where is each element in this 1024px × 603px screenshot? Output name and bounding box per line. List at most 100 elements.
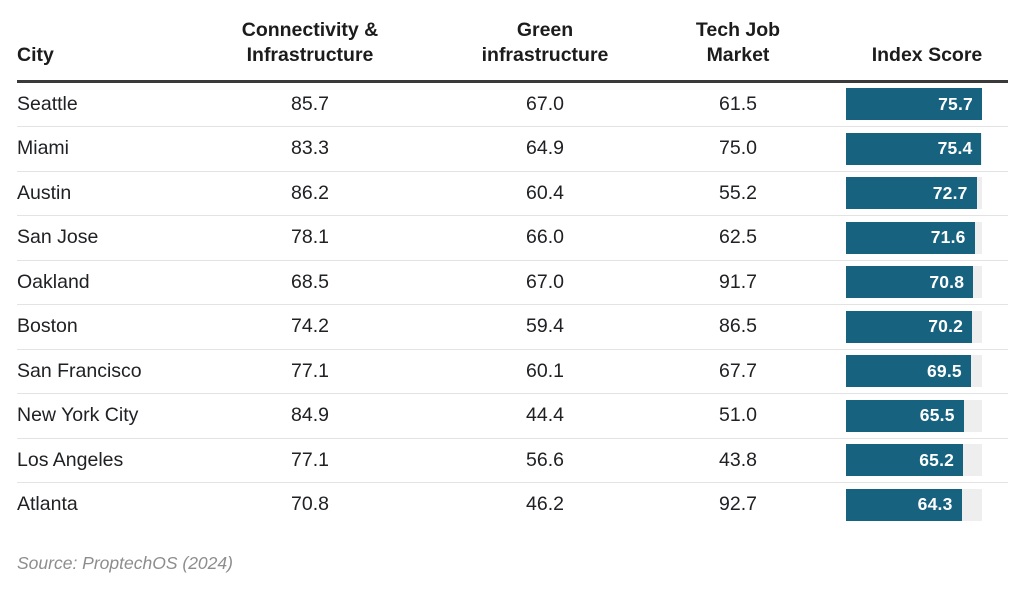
- header-row: City Connectivity & Infrastructure Green i…: [17, 0, 1008, 83]
- green-infrastructure-cell: 44.4: [460, 393, 630, 439]
- column-header-green: Green infrastructure: [460, 0, 630, 83]
- index-score-bar-track: 70.2: [846, 310, 982, 343]
- index-score-bar: 71.6: [846, 221, 975, 254]
- index-score-bar-track: 64.3: [846, 488, 982, 521]
- city-cell: Austin: [17, 171, 160, 217]
- index-score-bar-track: 71.6: [846, 221, 982, 254]
- connectivity-infrastructure-cell: 78.1: [160, 215, 460, 261]
- city-cell: San Jose: [17, 215, 160, 261]
- index-score-value: 72.7: [932, 182, 968, 203]
- city-cell: New York City: [17, 393, 160, 439]
- tech-job-market-cell: 92.7: [719, 493, 757, 516]
- column-header-city: City: [17, 0, 160, 83]
- index-score-bar: 70.2: [846, 310, 973, 343]
- table-row: Austin 86.2 60.4 55.2 72.7: [17, 171, 1008, 217]
- table-row: New York City 84.9 44.4 51.0 65.5: [17, 393, 1008, 439]
- city-cell: Los Angeles: [17, 438, 160, 484]
- index-score-bar-track: 75.7: [846, 88, 982, 121]
- index-score-value: 65.2: [919, 449, 955, 470]
- index-score-bar: 70.8: [846, 266, 974, 299]
- table-row: Oakland 68.5 67.0 91.7 70.8: [17, 260, 1008, 306]
- index-score-cell: 75.4: [846, 126, 1008, 172]
- city-cell: Seattle: [17, 81, 160, 128]
- tech-job-market-cell: 91.7: [630, 260, 846, 306]
- city-cell: Oakland: [17, 260, 160, 306]
- index-score-cell: 65.5: [846, 393, 1008, 439]
- table-row: Boston 74.2 59.4 86.5 70.2: [17, 304, 1008, 350]
- tech-job-market-cell: 43.8: [630, 438, 846, 484]
- table-header: City Connectivity & Infrastructure Green i…: [17, 0, 1008, 83]
- index-score-cell: 69.5: [846, 349, 1008, 395]
- index-score-bar: 65.2: [846, 444, 964, 477]
- connectivity-infrastructure-cell: 86.2: [160, 171, 460, 217]
- index-score-bar: 69.5: [846, 355, 971, 388]
- table-container: City Connectivity & Infrastructure Green i…: [17, 0, 1008, 573]
- index-score-bar-track: 75.4: [846, 132, 982, 165]
- green-infrastructure-cell: 64.9: [460, 126, 630, 172]
- city-cell: Miami: [17, 126, 160, 172]
- connectivity-infrastructure-cell: 83.3: [160, 126, 460, 172]
- tech-job-market-cell: 61.5: [630, 81, 846, 128]
- tech-job-market-cell: 67.7: [630, 349, 846, 395]
- table-row: Los Angeles 77.1 56.6 43.8 65.2: [17, 438, 1008, 484]
- green-infrastructure-cell: 46.2: [526, 493, 564, 516]
- table-row: San Jose 78.1 66.0 62.5 71.6: [17, 215, 1008, 261]
- index-score-cell: 72.7: [846, 171, 1008, 217]
- connectivity-infrastructure-cell: 77.1: [160, 349, 460, 395]
- index-score-value: 70.8: [929, 271, 965, 292]
- city-cell: Atlanta: [17, 493, 78, 516]
- green-infrastructure-cell: 56.6: [460, 438, 630, 484]
- column-header-tech: Tech Job Market: [630, 0, 846, 83]
- table-row: Atlanta 70.8 46.2 92.7 64.3: [17, 483, 1008, 527]
- column-header-index: Index Score: [846, 0, 1008, 83]
- tech-job-market-cell: 75.0: [630, 126, 846, 172]
- source-attribution: Source: ProptechOS (2024): [17, 552, 233, 573]
- index-score-bar-track: 65.2: [846, 444, 982, 477]
- index-score-bar: 75.7: [846, 88, 982, 121]
- tech-job-market-cell: 86.5: [630, 304, 846, 350]
- column-header-index-label: Index Score: [871, 44, 983, 67]
- connectivity-infrastructure-cell: 70.8: [291, 493, 329, 516]
- index-score-value: 69.5: [926, 360, 962, 381]
- city-index-table: City Connectivity & Infrastructure Green i…: [17, 0, 1008, 527]
- index-score-cell: 65.2: [846, 438, 1008, 484]
- index-score-cell: 70.8: [846, 260, 1008, 306]
- green-infrastructure-cell: 67.0: [460, 81, 630, 128]
- index-score-bar-track: 69.5: [846, 355, 982, 388]
- connectivity-infrastructure-cell: 74.2: [160, 304, 460, 350]
- index-score-value: 75.4: [937, 138, 973, 159]
- tech-job-market-cell: 51.0: [630, 393, 846, 439]
- green-infrastructure-cell: 59.4: [460, 304, 630, 350]
- index-score-cell: 64.3: [846, 483, 1008, 527]
- index-score-bar: 65.5: [846, 399, 964, 432]
- green-infrastructure-cell: 66.0: [460, 215, 630, 261]
- connectivity-infrastructure-cell: 77.1: [160, 438, 460, 484]
- index-score-bar: 72.7: [846, 177, 977, 210]
- index-score-value: 71.6: [930, 227, 966, 248]
- tech-job-market-cell: 62.5: [630, 215, 846, 261]
- green-infrastructure-cell: 67.0: [460, 260, 630, 306]
- city-cell: San Francisco: [17, 349, 160, 395]
- connectivity-infrastructure-cell: 68.5: [160, 260, 460, 306]
- table-row: San Francisco 77.1 60.1 67.7 69.5: [17, 349, 1008, 395]
- green-infrastructure-cell: 60.4: [460, 171, 630, 217]
- index-score-bar-track: 70.8: [846, 266, 982, 299]
- city-cell: Boston: [17, 304, 160, 350]
- index-score-value: 75.7: [938, 93, 973, 114]
- index-score-cell: 71.6: [846, 215, 1008, 261]
- table-row: Seattle 85.7 67.0 61.5 75.7: [17, 81, 1008, 128]
- tech-job-market-cell: 55.2: [630, 171, 846, 217]
- index-score-value: 64.3: [917, 494, 953, 515]
- column-header-conn: Connectivity & Infrastructure: [160, 0, 460, 83]
- green-infrastructure-cell: 60.1: [460, 349, 630, 395]
- table-body: Seattle 85.7 67.0 61.5 75.7 Miami 83.3 64.9 75.0…: [17, 81, 1008, 527]
- index-score-bar: 75.4: [846, 132, 982, 165]
- index-score-bar-track: 65.5: [846, 399, 982, 432]
- index-score-cell: 75.7: [846, 81, 1008, 128]
- index-score-value: 70.2: [928, 316, 964, 337]
- index-score-bar: 64.3: [846, 488, 962, 521]
- index-score-bar-track: 72.7: [846, 177, 982, 210]
- table-row: Miami 83.3 64.9 75.0 75.4: [17, 126, 1008, 172]
- connectivity-infrastructure-cell: 84.9: [160, 393, 460, 439]
- index-score-cell: 70.2: [846, 304, 1008, 350]
